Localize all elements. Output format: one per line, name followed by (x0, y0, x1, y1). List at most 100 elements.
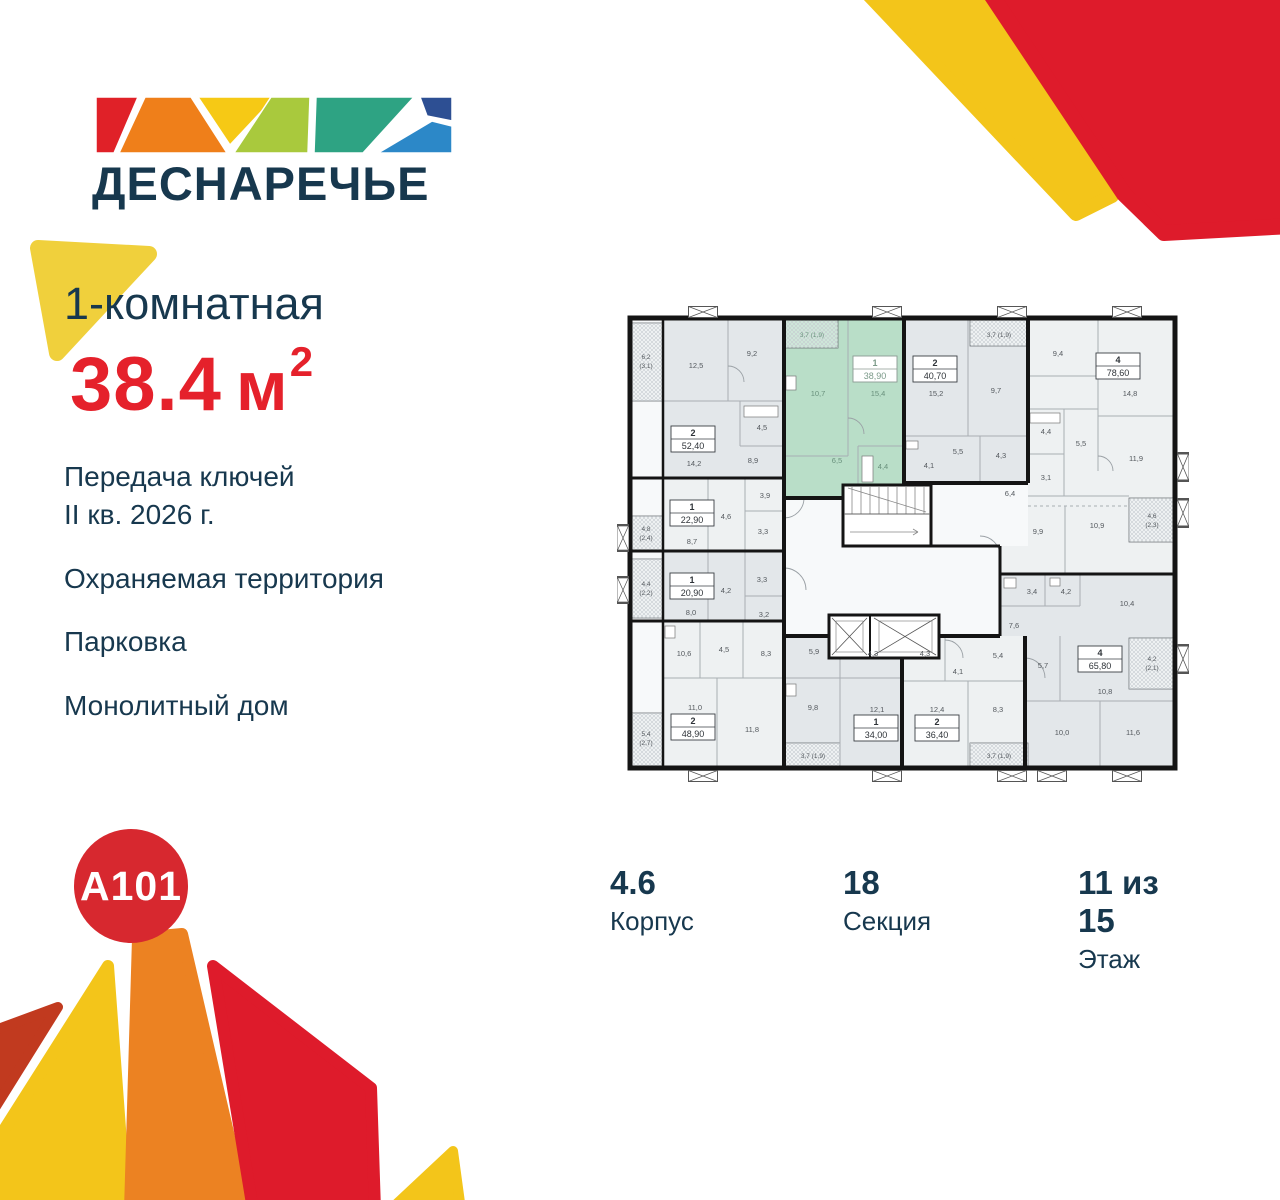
svg-text:1: 1 (689, 575, 694, 585)
plan-selected-apartment-label: 138,90 (852, 355, 898, 383)
svg-text:3,3: 3,3 (757, 575, 767, 584)
svg-text:11,0: 11,0 (688, 703, 702, 712)
svg-text:5,5: 5,5 (953, 447, 963, 456)
svg-text:4,1: 4,1 (953, 667, 963, 676)
svg-text:8,3: 8,3 (761, 649, 771, 658)
svg-text:20,90: 20,90 (681, 588, 704, 598)
svg-text:3,2: 3,2 (759, 610, 769, 619)
svg-text:6,4: 6,4 (1005, 489, 1015, 498)
svg-text:5,7: 5,7 (1038, 661, 1048, 670)
svg-text:(3,1): (3,1) (639, 363, 652, 370)
decor-red-pentagon (207, 960, 381, 1200)
svg-text:3,3: 3,3 (758, 527, 768, 536)
logo-shape-darkblue (419, 96, 453, 122)
plan-balconies (629, 317, 1176, 769)
decor-orange-tall (124, 928, 250, 1200)
plan-elevators (827, 613, 941, 660)
decor-yellow-triangle-title (30, 240, 157, 361)
svg-text:3,7 (1,9): 3,7 (1,9) (801, 753, 825, 760)
svg-text:9,8: 9,8 (808, 703, 818, 712)
decor-darkred-sliver (0, 1002, 63, 1110)
svg-text:4,2: 4,2 (1061, 587, 1071, 596)
svg-text:78,60: 78,60 (1107, 368, 1130, 378)
svg-text:10,9: 10,9 (1090, 521, 1105, 530)
svg-text:11,8: 11,8 (745, 725, 759, 734)
feature-building: Монолитный дом (64, 690, 289, 722)
svg-text:12,5: 12,5 (689, 361, 704, 370)
developer-logo: A101 (74, 829, 188, 943)
svg-text:4,3: 4,3 (996, 451, 1006, 460)
svg-text:4,4: 4,4 (1041, 427, 1051, 436)
svg-text:10,6: 10,6 (677, 649, 692, 658)
stat-korpus: 4.6 Корпус (610, 864, 694, 937)
stat-sektsiya: 18 Секция (843, 864, 931, 937)
svg-text:1: 1 (872, 358, 877, 368)
svg-text:4,5: 4,5 (719, 645, 729, 654)
svg-text:9,9: 9,9 (1033, 527, 1043, 536)
svg-text:22,90: 22,90 (681, 515, 704, 525)
plan-room-dividers (663, 318, 1175, 768)
area-value: 38.4 (70, 342, 222, 427)
svg-text:4,6: 4,6 (1147, 513, 1156, 520)
svg-text:52,40: 52,40 (682, 441, 705, 451)
brand-logo-shapes (95, 96, 453, 154)
svg-text:10,4: 10,4 (1120, 599, 1135, 608)
svg-text:8,9: 8,9 (748, 456, 758, 465)
feature-territory: Охраняемая территория (64, 562, 384, 594)
stat-etazh-label: Этаж (1078, 944, 1141, 974)
svg-text:11,9: 11,9 (1129, 454, 1143, 463)
svg-text:1: 1 (873, 717, 878, 727)
svg-text:36,40: 36,40 (926, 730, 949, 740)
svg-text:3,7 (1,9): 3,7 (1,9) (800, 332, 824, 339)
decor-yellow-bottom-left (0, 960, 132, 1200)
svg-text:4,1: 4,1 (924, 461, 934, 470)
developer-logo-text: A101 (79, 862, 182, 909)
logo-shape-yellow (197, 96, 276, 146)
feature-keys-line2: II кв. 2026 г. (64, 498, 215, 530)
plan-room-labels: 6,2 (3,1) 12,5 9,2 4,5 1 4,2 8,9 3,7 (1,9… (639, 332, 1158, 760)
svg-text:48,90: 48,90 (682, 729, 705, 739)
svg-text:8,0: 8,0 (686, 608, 696, 617)
svg-text:5,5: 5,5 (1076, 439, 1086, 448)
svg-text:8,3: 8,3 (993, 705, 1003, 714)
svg-text:9,2: 9,2 (747, 349, 757, 358)
stat-etazh: 11 из 15 Этаж (1078, 864, 1195, 975)
svg-text:8,7: 8,7 (687, 537, 697, 546)
svg-text:3,1: 3,1 (1041, 473, 1051, 482)
logo-shape-lightgreen (233, 96, 311, 154)
svg-text:5,4: 5,4 (993, 651, 1003, 660)
feature-parking: Парковка (64, 626, 187, 658)
svg-text:(2,1): (2,1) (1145, 665, 1158, 672)
floor-plan: 6,2 (3,1) 12,5 9,2 4,5 1 4,2 8,9 3,7 (1,9… (617, 306, 1189, 782)
stat-sektsiya-value: 18 (843, 864, 880, 901)
svg-text:10,8: 10,8 (1098, 687, 1113, 696)
svg-text:4: 4 (1115, 355, 1120, 365)
features-list: Передача ключей II кв. 2026 г. Охраняема… (64, 458, 384, 751)
stat-etazh-value: 11 из 15 (1078, 864, 1159, 939)
logo-shape-green (313, 96, 415, 154)
stat-korpus-label: Корпус (610, 906, 694, 936)
listing-area: 38.4 м2 (70, 338, 313, 428)
svg-text:2: 2 (932, 358, 937, 368)
decor-red-top-right (985, 0, 1280, 241)
logo-shape-orange (118, 96, 228, 154)
svg-text:(2,4): (2,4) (639, 535, 652, 542)
svg-text:4,2: 4,2 (1147, 656, 1156, 663)
svg-text:10,7: 10,7 (811, 389, 826, 398)
svg-text:3,4: 3,4 (1027, 587, 1037, 596)
svg-text:(2,7): (2,7) (639, 740, 652, 747)
svg-text:4,8: 4,8 (641, 526, 650, 533)
brand-name: ДЕСНАРЕЧЬЕ (92, 157, 430, 210)
svg-text:15,4: 15,4 (871, 389, 886, 398)
logo-shape-lightblue (377, 120, 453, 154)
svg-text:6,2: 6,2 (641, 354, 650, 361)
svg-text:4,4: 4,4 (878, 462, 888, 471)
area-sup: 2 (289, 338, 314, 385)
listing-title: 1-комнатная (64, 278, 324, 329)
svg-text:9,4: 9,4 (1053, 349, 1063, 358)
stats-row: 4.6 Корпус 18 Секция 11 из 15 Этаж (600, 864, 1195, 974)
svg-text:7,6: 7,6 (1009, 621, 1019, 630)
svg-text:38,90: 38,90 (864, 371, 887, 381)
svg-text:4,3: 4,3 (920, 649, 930, 658)
